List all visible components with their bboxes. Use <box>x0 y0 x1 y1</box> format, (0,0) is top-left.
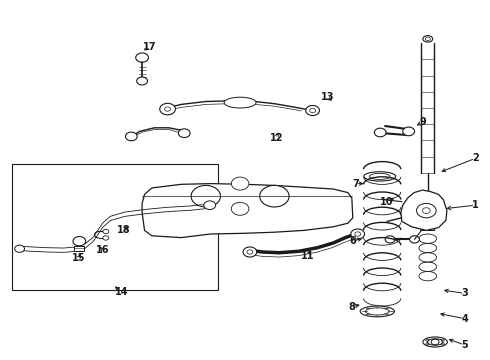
Ellipse shape <box>364 172 396 181</box>
Text: 7: 7 <box>352 179 359 189</box>
Circle shape <box>403 127 415 136</box>
Ellipse shape <box>369 174 390 180</box>
Text: 10: 10 <box>380 197 394 207</box>
Ellipse shape <box>427 339 443 345</box>
Ellipse shape <box>421 207 434 211</box>
Text: 1: 1 <box>472 200 479 210</box>
Polygon shape <box>142 184 353 238</box>
Text: 4: 4 <box>461 314 468 324</box>
Text: 12: 12 <box>270 132 283 143</box>
Text: 18: 18 <box>117 225 130 235</box>
Circle shape <box>103 229 109 234</box>
Text: 11: 11 <box>301 251 315 261</box>
Text: 8: 8 <box>348 302 355 312</box>
Text: 5: 5 <box>461 340 468 350</box>
Text: 13: 13 <box>320 92 334 102</box>
Circle shape <box>191 185 220 207</box>
Circle shape <box>410 236 419 243</box>
Ellipse shape <box>423 337 447 347</box>
Circle shape <box>137 77 147 85</box>
Circle shape <box>204 201 216 210</box>
Circle shape <box>136 53 148 62</box>
Circle shape <box>125 132 137 141</box>
Circle shape <box>260 185 289 207</box>
Text: 15: 15 <box>72 253 85 264</box>
Circle shape <box>416 203 436 218</box>
Circle shape <box>160 103 175 115</box>
Ellipse shape <box>224 97 256 108</box>
Text: 9: 9 <box>419 117 426 127</box>
Text: 3: 3 <box>461 288 468 298</box>
Text: 17: 17 <box>143 42 156 52</box>
Circle shape <box>73 237 86 246</box>
Circle shape <box>351 229 365 239</box>
Circle shape <box>15 245 24 252</box>
Circle shape <box>231 177 249 190</box>
Circle shape <box>306 105 319 116</box>
Text: 14: 14 <box>115 287 128 297</box>
Circle shape <box>374 128 386 137</box>
Ellipse shape <box>366 308 389 315</box>
Polygon shape <box>401 190 447 230</box>
Circle shape <box>243 247 257 257</box>
Text: 6: 6 <box>349 236 356 246</box>
Circle shape <box>103 236 109 240</box>
Text: 2: 2 <box>472 153 479 163</box>
Polygon shape <box>74 246 84 251</box>
Circle shape <box>231 202 249 215</box>
Text: 16: 16 <box>96 245 110 255</box>
Circle shape <box>385 236 395 243</box>
Ellipse shape <box>360 306 394 317</box>
Ellipse shape <box>423 36 433 42</box>
Circle shape <box>178 129 190 138</box>
Bar <box>12 164 218 290</box>
